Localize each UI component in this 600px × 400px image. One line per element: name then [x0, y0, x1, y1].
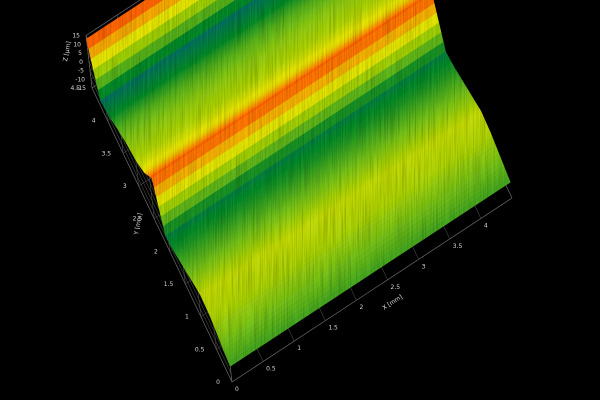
- y-tick-label: 0: [216, 379, 220, 386]
- z-axis-label: Z [µm]: [62, 41, 72, 62]
- x-tick-label: 3.5: [453, 243, 463, 250]
- y-tick-label: 1: [185, 314, 189, 321]
- y-tick-label: 4.5: [70, 85, 80, 92]
- wall-grid-z-0: [91, 87, 233, 383]
- z-tick-label: -5: [78, 68, 84, 75]
- x-axis-label: X [mm]: [381, 294, 404, 312]
- x-tick-label: 0.5: [266, 366, 276, 373]
- z-tick-label: 10: [73, 41, 81, 48]
- x-tick-label: 1.5: [328, 325, 338, 332]
- x-tick-label: 2: [359, 304, 363, 311]
- surface-strip-87: [90, 0, 201, 71]
- y-tick-label: 3.5: [102, 150, 112, 157]
- y-axis-label: Y [mm]: [133, 213, 144, 237]
- surface-strip-0: [228, 177, 511, 367]
- back-grid-x-0: [85, 35, 93, 89]
- surface-strip-84: [97, 0, 255, 102]
- x-tick-label: 0: [235, 386, 239, 393]
- surface-strip-86: [93, 0, 219, 81]
- back-grid-z-6: [85, 0, 141, 36]
- surface-strip-89: [86, 0, 165, 50]
- wall-grid-z-1: [90, 79, 232, 374]
- z-tick-label: 0: [79, 59, 83, 66]
- y-tick-label: 3: [123, 183, 127, 190]
- x-tick-label: 3: [422, 263, 426, 270]
- z-tick-label: 15: [72, 33, 80, 40]
- z-tick-label: -10: [75, 76, 85, 83]
- surface-mesh: [86, 0, 511, 367]
- y-tick-label: 1.5: [164, 281, 174, 288]
- x-tick-label: 2.5: [391, 284, 401, 291]
- x-axis-ticks: 0 0.5 1 1.5 2 2.5 3 3.5 4: [235, 222, 488, 393]
- y-tick-label: 2.5: [133, 216, 143, 223]
- floor-grid-y-0: [231, 197, 513, 383]
- y-tick-label: 2: [154, 248, 158, 255]
- y-tick-label: 0.5: [195, 346, 205, 353]
- y-axis-ticks: 0 0.5 1 1.5 2 2.5 3 3.5 4 4.5: [70, 85, 220, 386]
- z-tick-label: 5: [78, 50, 82, 57]
- x-tick-label: 1: [297, 345, 301, 352]
- y-tick-label: 4: [92, 118, 96, 125]
- x-tick-label: 4: [484, 222, 488, 229]
- surface-strip-85: [95, 0, 237, 91]
- z-tick-label: -15: [76, 85, 86, 92]
- surface-strip-88: [88, 0, 183, 61]
